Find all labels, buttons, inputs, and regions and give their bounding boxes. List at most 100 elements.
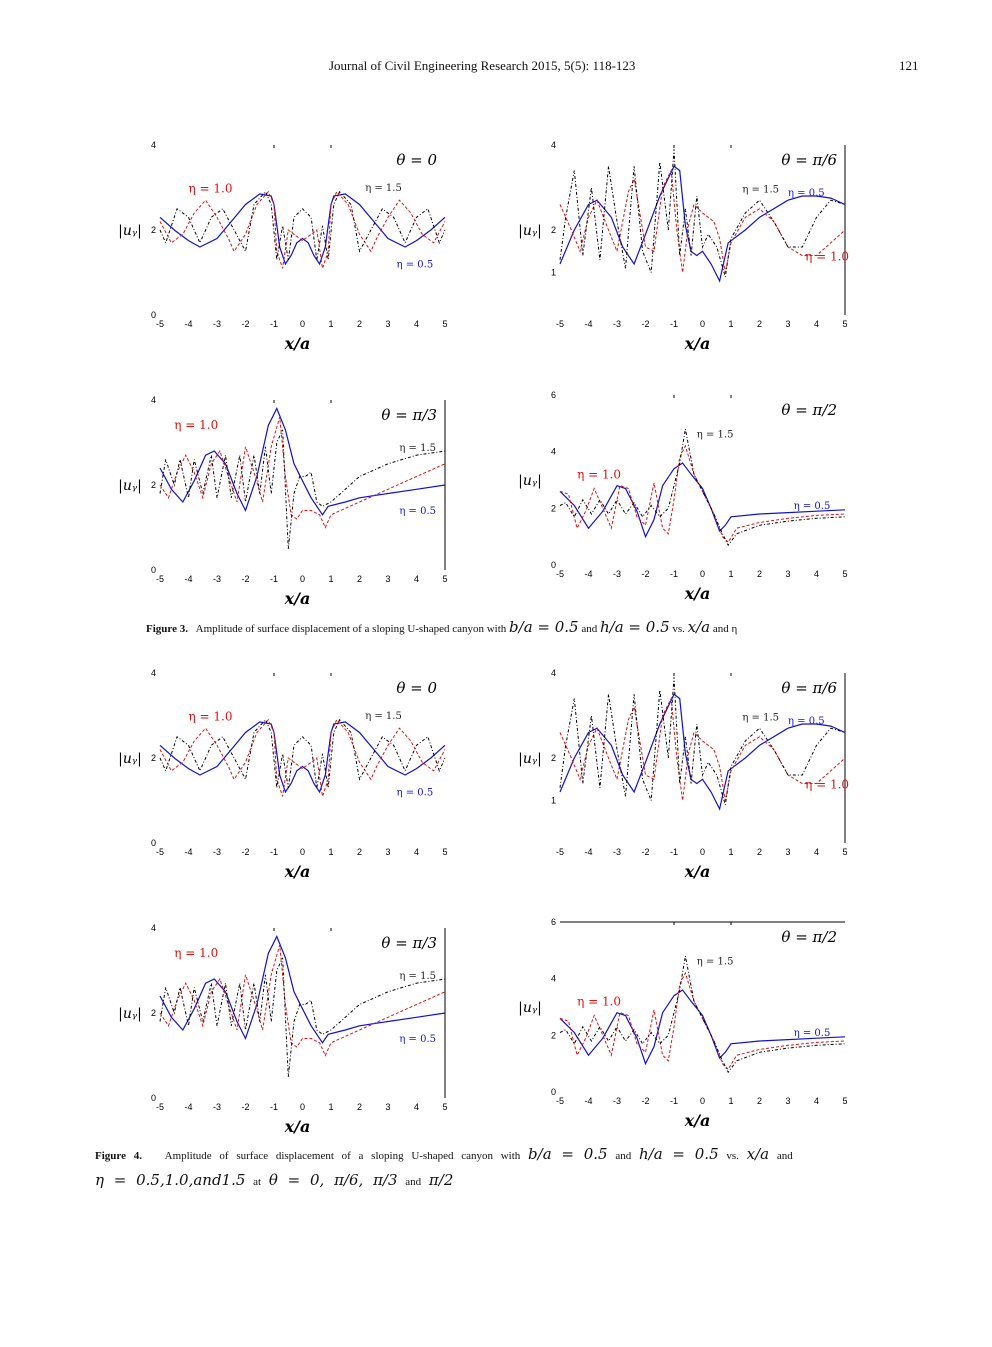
y-tick-label: 1	[551, 796, 556, 806]
x-tick-label: 3	[385, 847, 390, 857]
legend-label-eta_1_5: η = 1.5	[697, 957, 734, 968]
series-line	[159, 407, 446, 516]
y-tick-label: 4	[151, 923, 156, 933]
x-tick-label: 2	[357, 1102, 362, 1112]
x-tick-label: 5	[442, 1102, 447, 1112]
caption-text: and	[615, 1150, 632, 1162]
y-tick-label: 0	[151, 565, 156, 575]
x-tick-label: 1	[328, 574, 333, 584]
x-tick-label: 0	[700, 319, 705, 329]
series-line	[559, 444, 846, 544]
legend-label-eta_1_0: η = 1.0	[189, 182, 233, 196]
x-tick-label: -5	[156, 1102, 164, 1112]
x-tick-label: -5	[556, 1096, 564, 1106]
series-line	[159, 190, 446, 269]
x-tick-label: 4	[414, 319, 419, 329]
caption-text: and	[581, 623, 598, 635]
math-b-over-a: b/a = 0.5	[528, 1145, 608, 1163]
y-axis-label: |uᵧ|	[118, 1006, 142, 1022]
journal-title: Journal of Civil Engineering Research 20…	[329, 58, 636, 73]
x-tick-label: 4	[414, 1102, 419, 1112]
y-tick-label: 2	[151, 753, 156, 763]
x-tick-label: -2	[241, 319, 249, 329]
legend-label-eta_0_5: η = 0.5	[399, 1034, 436, 1045]
x-tick-label: -1	[270, 574, 278, 584]
figure-3-caption: Figure 3. Amplitude of surface displacem…	[146, 615, 906, 641]
x-tick-label: -5	[556, 569, 564, 579]
x-tick-label: -3	[213, 1102, 221, 1112]
y-axis-label: |uᵧ|	[118, 478, 142, 494]
legend-label-eta_1_0: η = 1.0	[174, 946, 218, 960]
y-axis-label: |uᵧ|	[518, 751, 542, 767]
theta-label: θ = π/2	[781, 928, 837, 946]
x-tick-label: -4	[184, 574, 192, 584]
x-tick-label: 0	[700, 1096, 705, 1106]
x-tick-label: 3	[785, 1096, 790, 1106]
x-tick-label: 1	[728, 1096, 733, 1106]
x-tick-label: 0	[700, 569, 705, 579]
x-tick-label: 5	[842, 1096, 847, 1106]
y-tick-label: 4	[151, 395, 156, 405]
math-pi-over-2: π/2	[428, 1171, 454, 1189]
x-axis-label: x/a	[284, 862, 311, 881]
series-line	[159, 721, 446, 794]
theta-label: θ = π/6	[781, 151, 837, 169]
x-tick-label: 2	[757, 569, 762, 579]
x-tick-label: -1	[670, 319, 678, 329]
y-tick-label: 2	[551, 1030, 556, 1040]
y-tick-label: 4	[551, 140, 556, 150]
x-tick-label: -4	[584, 847, 592, 857]
x-tick-label: 3	[385, 319, 390, 329]
legend-label-eta_1_0: η = 1.0	[174, 418, 218, 432]
legend-label-eta_1_5: η = 1.5	[399, 971, 436, 982]
x-tick-label: -5	[156, 847, 164, 857]
legend-label-eta_0_5: η = 0.5	[788, 716, 825, 727]
x-tick-label: -4	[584, 569, 592, 579]
series-line	[159, 957, 446, 1077]
x-tick-label: 4	[814, 1096, 819, 1106]
caption-text: at	[253, 1176, 262, 1188]
y-tick-label: 4	[151, 140, 156, 150]
series-line	[559, 677, 846, 805]
series-line	[159, 935, 446, 1044]
series-line	[559, 971, 846, 1071]
figure-label: Figure 3.	[146, 623, 188, 635]
x-tick-label: 0	[300, 1102, 305, 1112]
y-axis-label: |uᵧ|	[118, 751, 142, 767]
legend-label-eta_0_5: η = 0.5	[794, 1028, 831, 1039]
x-tick-label: -2	[641, 1096, 649, 1106]
x-tick-label: 0	[700, 847, 705, 857]
caption-text: and	[405, 1176, 422, 1188]
math-h-over-a: h/a = 0.5	[600, 618, 670, 636]
y-tick-label: 0	[551, 1087, 556, 1097]
x-tick-label: 4	[814, 847, 819, 857]
x-tick-label: 2	[357, 319, 362, 329]
x-tick-label: 0	[300, 574, 305, 584]
x-tick-label: 0	[300, 847, 305, 857]
x-tick-label: 1	[728, 847, 733, 857]
x-tick-label: -5	[156, 574, 164, 584]
x-tick-label: 5	[442, 847, 447, 857]
y-axis-label: |uᵧ|	[118, 223, 142, 239]
x-tick-label: 4	[814, 319, 819, 329]
legend-label-eta_1_0: η = 1.0	[805, 250, 849, 264]
x-tick-label: 3	[785, 569, 790, 579]
series-line	[559, 955, 846, 1074]
y-tick-label: 0	[151, 310, 156, 320]
y-tick-label: 0	[151, 838, 156, 848]
legend-label-eta_1_5: η = 1.5	[399, 443, 436, 454]
x-tick-label: 5	[842, 319, 847, 329]
legend-label-eta_1_5: η = 1.5	[742, 713, 779, 724]
x-tick-label: -5	[556, 319, 564, 329]
x-tick-label: -4	[184, 319, 192, 329]
y-tick-label: 2	[551, 753, 556, 763]
x-tick-label: -4	[584, 1096, 592, 1106]
x-axis-label: x/a	[684, 862, 711, 881]
math-x-over-a: x/a	[746, 1145, 770, 1163]
x-tick-label: 1	[328, 847, 333, 857]
legend-label-eta_0_5: η = 0.5	[794, 501, 831, 512]
x-tick-label: -5	[556, 847, 564, 857]
series-line	[559, 149, 846, 277]
y-tick-label: 0	[151, 1093, 156, 1103]
x-tick-label: -1	[270, 847, 278, 857]
